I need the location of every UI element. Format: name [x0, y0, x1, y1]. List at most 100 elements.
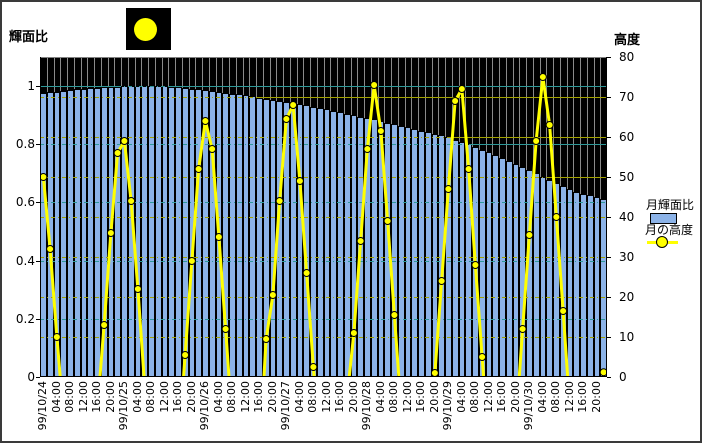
altitude-marker: [451, 97, 460, 105]
x-axis-label: 12:00: [76, 381, 90, 413]
x-axis-label: 08:00: [468, 381, 482, 413]
altitude-marker: [214, 233, 223, 241]
y-axis-label-left: 0: [27, 370, 35, 384]
x-axis-label: 04:00: [373, 381, 387, 413]
plot-area: [40, 57, 607, 377]
bar: [566, 188, 574, 377]
right-axis-tick: [607, 257, 611, 258]
x-axis-label: 04:00: [454, 381, 468, 413]
right-axis-tick: [607, 57, 611, 58]
x-axis-label: 08:00: [387, 381, 401, 413]
altitude-marker: [383, 217, 392, 225]
bar: [586, 195, 594, 377]
x-axis-label: 04:00: [49, 381, 63, 413]
x-axis-label: 20:00: [103, 381, 117, 413]
x-axis-label: 16:00: [252, 381, 266, 413]
y-axis-label-right: 20: [619, 290, 635, 304]
bar: [573, 191, 580, 377]
bar: [370, 119, 378, 377]
x-axis-label: 16:00: [171, 381, 185, 413]
altitude-marker: [444, 185, 453, 193]
altitude-line: [262, 103, 316, 377]
right-axis-title: 高度: [614, 33, 641, 48]
bar: [262, 98, 270, 377]
altitude-marker: [309, 363, 318, 371]
altitude-line-layer: [40, 73, 607, 377]
bar: [580, 193, 587, 377]
bar: [208, 91, 216, 377]
altitude-marker: [106, 229, 115, 237]
altitude-marker: [552, 213, 561, 221]
bottom-axis-line: [40, 376, 607, 377]
altitude-marker: [275, 197, 284, 205]
right-axis-tick: [607, 97, 611, 98]
gridline-right-axis-dash: [40, 337, 607, 338]
y-axis-label-left: 0.6: [15, 195, 35, 210]
gridline-right-axis-dash: [40, 137, 607, 138]
bar: [411, 129, 418, 377]
altitude-marker: [302, 269, 311, 277]
altitude-marker: [127, 197, 136, 205]
x-axis-label: 20:00: [427, 381, 441, 413]
bar: [316, 108, 324, 377]
plot-top-line: [40, 57, 607, 58]
altitude-marker: [262, 335, 271, 343]
altitude-line: [433, 87, 486, 377]
gridline-left-axis-dash: [40, 202, 607, 204]
bar: [424, 132, 432, 377]
altitude-marker: [201, 117, 210, 125]
bar: [499, 158, 506, 377]
altitude-marker: [113, 149, 122, 157]
altitude-marker: [518, 325, 527, 333]
bar: [364, 118, 371, 377]
bar: [485, 152, 493, 377]
altitude-marker: [52, 333, 61, 341]
altitude-marker: [289, 101, 298, 109]
altitude-marker: [471, 261, 480, 269]
left-axis-tick: [36, 86, 40, 87]
bar: [546, 179, 553, 377]
x-axis-label: 99/10/27: [279, 381, 293, 431]
bar: [195, 89, 202, 377]
bar: [593, 197, 601, 377]
bar: [114, 86, 121, 377]
bar: [60, 90, 67, 377]
bar: [431, 133, 439, 377]
altitude-marker: [538, 73, 547, 81]
full-moon-icon: [126, 8, 171, 50]
x-axis-label: 12:00: [157, 381, 171, 413]
altitude-line: [41, 176, 62, 377]
bar: [73, 89, 81, 377]
x-axis-label: 12:00: [400, 381, 414, 413]
legend-circle-marker-icon: [656, 236, 668, 248]
right-axis-tick: [607, 137, 611, 138]
gridline-right-axis-dash: [40, 217, 607, 218]
gridline-right-axis-dash: [40, 297, 607, 298]
x-axis-label: 08:00: [225, 381, 239, 413]
bar: [458, 142, 466, 377]
altitude-marker: [370, 81, 379, 89]
right-axis-tick: [607, 217, 611, 218]
bar: [343, 113, 351, 377]
altitude-marker: [390, 311, 399, 319]
x-axis-label: 08:00: [144, 381, 158, 413]
altitude-line: [98, 139, 146, 377]
altitude-marker: [133, 285, 142, 293]
bar: [553, 182, 560, 377]
left-axis-tick: [36, 202, 40, 204]
altitude-marker: [376, 127, 385, 135]
x-axis-label: 04:00: [211, 381, 225, 413]
gridline-left-axis-dash: [40, 144, 607, 146]
bar: [391, 124, 398, 377]
bar: [67, 90, 74, 377]
x-axis-label: 20:00: [508, 381, 522, 413]
right-axis-tick: [607, 337, 611, 338]
gridline-left-axis-dash: [40, 86, 607, 87]
altitude-marker: [437, 277, 446, 285]
bar: [418, 130, 425, 377]
altitude-marker: [208, 145, 217, 153]
altitude-line: [182, 119, 231, 377]
y-axis-label-left: 0.2: [15, 311, 35, 326]
bar: [222, 92, 229, 377]
gridline-right-axis-dash: [40, 257, 607, 258]
